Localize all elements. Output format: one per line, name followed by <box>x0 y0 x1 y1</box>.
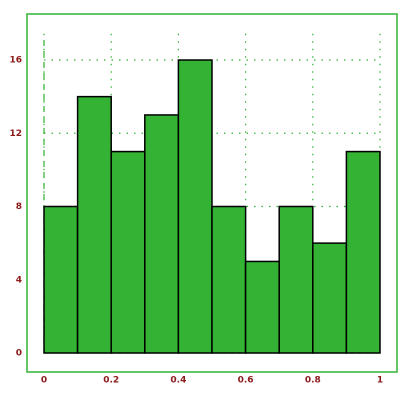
bar <box>110 150 146 354</box>
x-tick-label: 0 <box>41 376 47 386</box>
y-tick-label: 0 <box>16 349 22 359</box>
bar <box>76 95 112 354</box>
x-tick-label: 0.8 <box>305 376 321 386</box>
x-tick-label: 0.2 <box>103 376 119 386</box>
bar <box>211 205 247 354</box>
bar <box>278 205 314 354</box>
bar <box>345 150 381 354</box>
x-tick-label: 0.4 <box>170 376 186 386</box>
bar <box>144 114 180 354</box>
bar <box>177 59 213 354</box>
x-tick-label: 1 <box>377 376 383 386</box>
plot-frame <box>26 13 398 373</box>
bar <box>43 205 79 354</box>
y-tick-label: 12 <box>9 129 22 139</box>
bar <box>244 260 280 354</box>
bar <box>312 242 348 354</box>
y-tick-label: 8 <box>16 202 22 212</box>
y-tick-label: 16 <box>9 56 22 66</box>
x-tick-label: 0.6 <box>238 376 254 386</box>
y-tick-label: 4 <box>16 275 22 285</box>
